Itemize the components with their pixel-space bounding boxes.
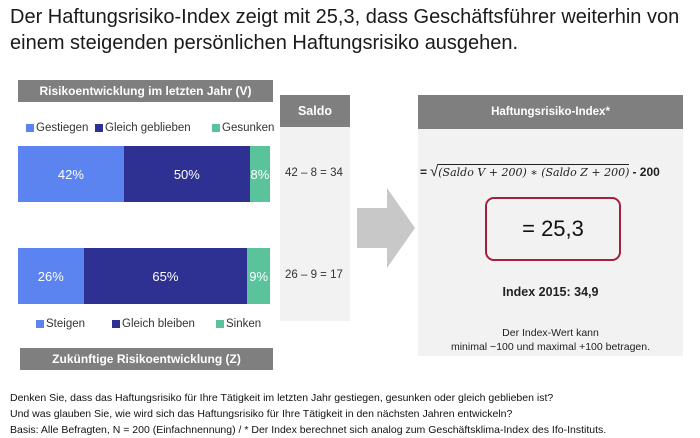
legend-item: Gleich bleiben: [112, 318, 195, 330]
saldo-future: 26 – 9 = 17: [285, 269, 343, 281]
index-previous: Index 2015: 34,9: [502, 285, 599, 299]
slide-title: Der Haftungsrisiko-Index zeigt mit 25,3,…: [10, 6, 680, 54]
formula-suffix: - 200: [632, 164, 660, 179]
legend-item: Gleich geblieben: [95, 122, 191, 134]
index-header: Haftungsrisiko-Index*: [418, 95, 683, 129]
index-result: = 25,3: [485, 197, 621, 261]
footnote-question-1: Denken Sie, dass das Haftungsrisiko für …: [10, 392, 554, 404]
past-chart-header: Risikoentwicklung im letzten Jahr (V): [18, 80, 273, 102]
footnote: Denken Sie, dass das Haftungsrisiko für …: [10, 390, 606, 438]
legend-label: Gleich bleiben: [122, 318, 195, 330]
legend-item: Gestiegen: [26, 122, 88, 134]
note-line-2: minimal −100 und maximal +100 betragen.: [450, 341, 651, 353]
future-legend: Steigen Gleich bleiben Sinken: [0, 317, 280, 331]
legend-item: Sinken: [216, 318, 261, 330]
legend-label: Gestiegen: [36, 122, 89, 134]
arrow-right-icon: [357, 188, 415, 268]
future-chart-header: Zukünftige Risikoentwicklung (Z): [20, 348, 273, 370]
legend-label: Steigen: [46, 318, 86, 330]
legend-swatch: [36, 320, 44, 328]
sqrt-icon: √: [430, 163, 439, 180]
legend-swatch: [216, 320, 224, 328]
bar-segment-gleich-bleiben: 65%: [83, 248, 248, 304]
future-stacked-bar: 26% 65% 9%: [18, 248, 270, 304]
legend-swatch: [26, 124, 34, 132]
past-legend: Gestiegen Gleich geblieben Gesunken: [0, 121, 280, 135]
index-note: Der Index-Wert kann minimal −100 und maxi…: [418, 326, 683, 354]
formula-radicand: (Saldo V + 200) ∗ (Saldo Z + 200): [438, 164, 630, 179]
bar-segment-gesunken: 8%: [249, 146, 270, 202]
legend-item: Steigen: [36, 318, 85, 330]
bar-segment-gestiegen: 42%: [18, 146, 124, 202]
formula-eq: =: [420, 164, 428, 179]
legend-item: Gesunken: [212, 122, 274, 134]
index-formula: = √ (Saldo V + 200) ∗ (Saldo Z + 200) - …: [420, 163, 682, 180]
legend-label: Gesunken: [222, 122, 275, 134]
legend-swatch: [212, 124, 220, 132]
footnote-question-2: Und was glauben Sie, wie wird sich das H…: [10, 408, 513, 420]
index-panel: [418, 95, 683, 356]
legend-label: Sinken: [226, 318, 262, 330]
saldo-header: Saldo: [280, 95, 350, 127]
legend-swatch: [95, 124, 103, 132]
saldo-column: [280, 127, 350, 321]
bar-segment-steigen: 26%: [18, 248, 84, 304]
saldo-past: 42 – 8 = 34: [285, 167, 343, 179]
legend-swatch: [112, 320, 120, 328]
past-stacked-bar: 42% 50% 8%: [18, 146, 270, 202]
note-line-1: Der Index-Wert kann: [502, 327, 599, 339]
bar-segment-gleich-geblieben: 50%: [123, 146, 250, 202]
legend-label: Gleich geblieben: [105, 122, 191, 134]
bar-segment-sinken: 9%: [247, 248, 270, 304]
footnote-basis: Basis: Alle Befragten, N = 200 (Einfachn…: [10, 424, 607, 436]
